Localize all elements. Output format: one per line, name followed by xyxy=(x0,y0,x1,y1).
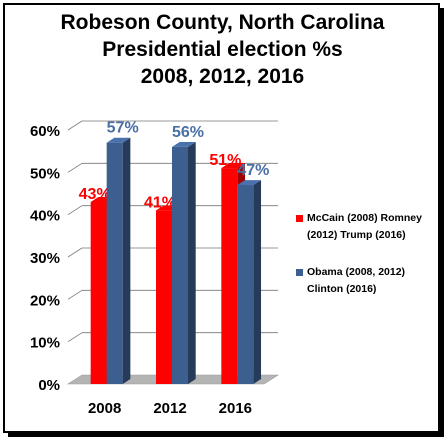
legend-item-democrat: Obama (2008, 2012) Clinton (2016) xyxy=(296,264,436,298)
bar-top xyxy=(172,141,196,147)
x-tick-label: 2008 xyxy=(88,400,121,417)
gridline-diagonal xyxy=(67,332,83,343)
frame-shadow-bottom xyxy=(8,433,444,437)
bar xyxy=(156,210,172,384)
frame-shadow-right xyxy=(440,8,444,433)
data-label: 43% xyxy=(79,186,111,203)
data-label: 41% xyxy=(144,194,176,211)
y-tick-label: 30% xyxy=(30,250,60,267)
bar-side xyxy=(188,141,196,384)
legend-label-republican: McCain (2008) Romney (2012) Trump (2016) xyxy=(307,212,422,241)
legend-item-republican: McCain (2008) Romney (2012) Trump (2016) xyxy=(296,210,436,244)
bar xyxy=(172,146,188,384)
y-tick-label: 40% xyxy=(30,208,60,225)
gridline-diagonal xyxy=(67,247,83,258)
gridline-diagonal xyxy=(67,205,83,216)
bar xyxy=(221,168,238,384)
chart-title-line-2: Presidential election %s xyxy=(102,38,343,61)
data-label: 47% xyxy=(237,162,269,179)
bar-side xyxy=(253,180,262,384)
gridline-diagonal xyxy=(67,120,83,131)
chart-title-line-3: 2008, 2012, 2016 xyxy=(140,65,305,88)
chart-title-line-1: Robeson County, North Carolina xyxy=(60,11,385,34)
data-label: 57% xyxy=(107,120,139,137)
legend-label-democrat: Obama (2008, 2012) Clinton (2016) xyxy=(307,266,406,295)
gridline-diagonal xyxy=(67,162,83,173)
legend-swatch-democrat xyxy=(296,269,303,276)
y-tick-label: 60% xyxy=(30,123,60,140)
bar xyxy=(237,185,254,384)
y-tick-label: 0% xyxy=(38,377,60,394)
legend-swatch-republican xyxy=(296,215,303,222)
y-tick-label: 20% xyxy=(30,292,60,309)
gridline-diagonal xyxy=(67,289,83,300)
y-tick-label: 50% xyxy=(30,165,60,182)
data-label: 51% xyxy=(209,152,241,169)
x-tick-label: 2016 xyxy=(219,400,252,417)
x-tick-label: 2012 xyxy=(153,400,186,417)
bar-side xyxy=(122,137,131,384)
bar xyxy=(106,142,123,384)
bar-top xyxy=(106,137,131,143)
data-label: 56% xyxy=(172,124,204,141)
bar-top xyxy=(221,163,246,169)
bar-top xyxy=(237,180,262,186)
y-tick-label: 10% xyxy=(30,335,60,352)
bar xyxy=(90,201,107,384)
